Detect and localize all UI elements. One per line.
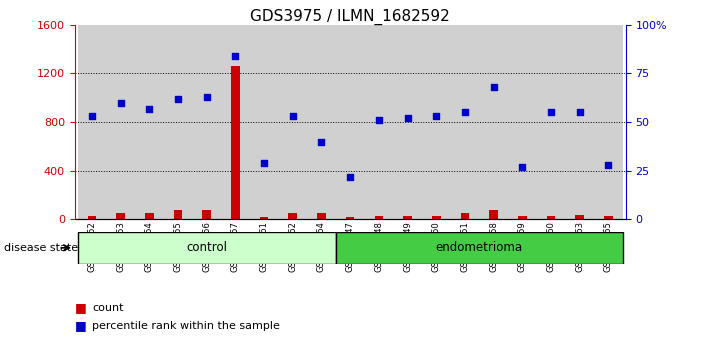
- Bar: [77, 232, 336, 264]
- Point: [431, 113, 442, 119]
- Bar: [221, 25, 250, 219]
- Text: control: control: [186, 241, 228, 254]
- Bar: [145, 213, 154, 219]
- Point: [115, 100, 127, 105]
- Bar: [537, 25, 565, 219]
- Point: [402, 115, 413, 121]
- Bar: [203, 210, 211, 219]
- Bar: [231, 66, 240, 219]
- Bar: [375, 216, 383, 219]
- Bar: [307, 25, 336, 219]
- Bar: [594, 25, 623, 219]
- Bar: [403, 216, 412, 219]
- Bar: [432, 216, 441, 219]
- Bar: [479, 25, 508, 219]
- Point: [201, 94, 213, 99]
- Bar: [489, 210, 498, 219]
- Point: [86, 113, 97, 119]
- Bar: [260, 217, 268, 219]
- Bar: [336, 25, 365, 219]
- Point: [258, 160, 269, 166]
- Point: [373, 118, 385, 123]
- Text: disease state: disease state: [4, 243, 77, 253]
- Bar: [365, 25, 393, 219]
- Bar: [106, 25, 135, 219]
- Bar: [565, 25, 594, 219]
- Bar: [192, 25, 221, 219]
- Bar: [422, 25, 451, 219]
- Bar: [508, 25, 537, 219]
- Point: [172, 96, 183, 102]
- Point: [459, 110, 471, 115]
- Bar: [451, 25, 479, 219]
- Bar: [117, 213, 125, 219]
- Bar: [317, 213, 326, 219]
- Bar: [604, 216, 613, 219]
- Text: percentile rank within the sample: percentile rank within the sample: [92, 321, 280, 331]
- Point: [574, 110, 585, 115]
- Bar: [336, 232, 623, 264]
- Bar: [87, 216, 96, 219]
- Point: [344, 174, 356, 179]
- Bar: [346, 217, 355, 219]
- Point: [488, 84, 499, 90]
- Bar: [393, 25, 422, 219]
- Bar: [547, 216, 555, 219]
- Point: [230, 53, 241, 59]
- Bar: [279, 25, 307, 219]
- Title: GDS3975 / ILMN_1682592: GDS3975 / ILMN_1682592: [250, 8, 450, 25]
- Text: ■: ■: [75, 319, 87, 332]
- Bar: [135, 25, 164, 219]
- Point: [287, 113, 299, 119]
- Point: [545, 110, 557, 115]
- Point: [603, 162, 614, 168]
- Point: [517, 164, 528, 170]
- Text: count: count: [92, 303, 124, 313]
- Bar: [461, 213, 469, 219]
- Point: [144, 105, 155, 111]
- Point: [316, 139, 327, 144]
- Bar: [250, 25, 279, 219]
- Bar: [575, 215, 584, 219]
- Bar: [164, 25, 192, 219]
- Bar: [518, 216, 527, 219]
- Bar: [173, 210, 182, 219]
- Text: endometrioma: endometrioma: [436, 241, 523, 254]
- Bar: [77, 25, 106, 219]
- Bar: [289, 213, 297, 219]
- Text: ■: ■: [75, 302, 87, 314]
